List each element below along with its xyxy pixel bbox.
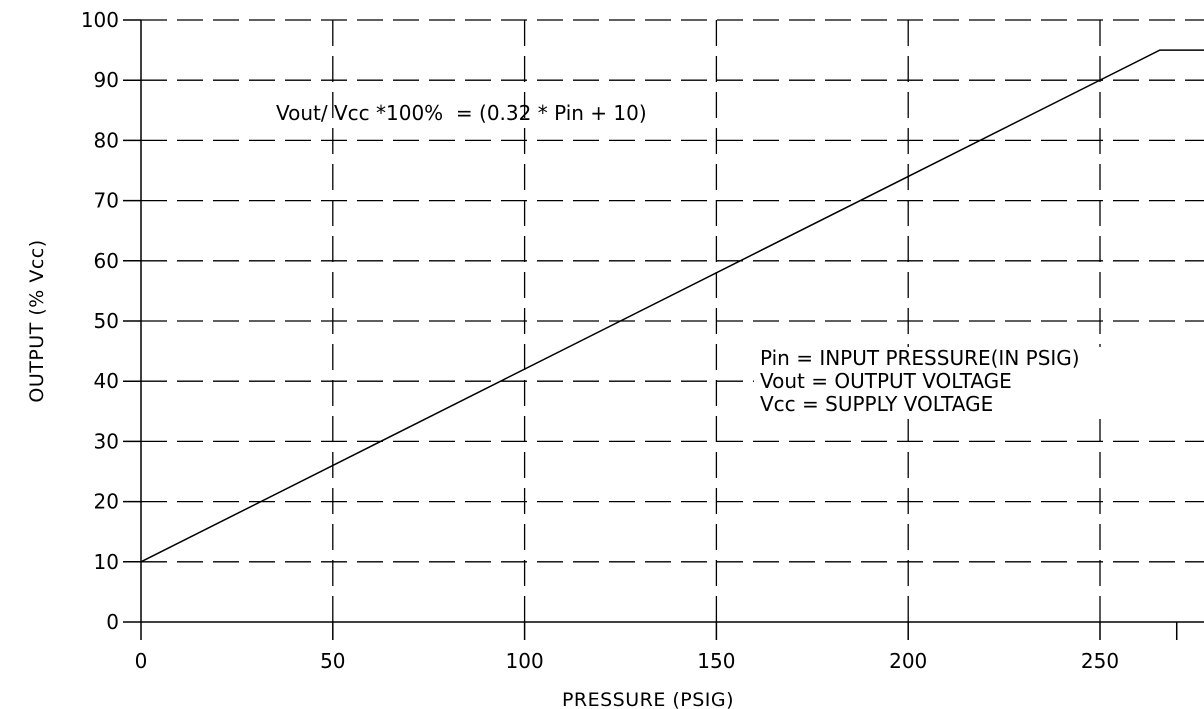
x-tick-label: 0 xyxy=(135,649,148,673)
legend-vout: Vout = OUTPUT VOLTAGE xyxy=(760,369,1012,393)
y-tick-label: 100 xyxy=(81,8,119,32)
x-tick-label: 100 xyxy=(506,649,544,673)
x-tick-label: 50 xyxy=(320,649,345,673)
ticks: 0 10 20 30 40 50 60 70 80 90 100 0 50 100 150 200 250 xyxy=(81,8,1178,673)
x-axis-label: PRESSURE (PSIG) xyxy=(562,689,734,709)
y-tick-label: 70 xyxy=(94,189,119,213)
x-tick-label: 200 xyxy=(889,649,927,673)
y-tick-label: 0 xyxy=(106,610,119,634)
y-tick-label: 50 xyxy=(94,309,119,333)
series-line xyxy=(140,49,1204,563)
x-tick-label: 150 xyxy=(697,649,735,673)
y-tick-label: 10 xyxy=(94,550,119,574)
x-tick-label: 250 xyxy=(1081,649,1119,673)
y-axis-label: OUTPUT (% Vcc) xyxy=(26,239,48,402)
legend-pin: Pin = INPUT PRESSURE(IN PSIG) xyxy=(760,346,1080,370)
y-tick-label: 60 xyxy=(94,249,119,273)
y-tick-label: 40 xyxy=(94,369,119,393)
series xyxy=(140,49,1204,563)
y-tick-label: 30 xyxy=(94,429,119,453)
y-tick-label: 90 xyxy=(94,68,119,92)
formula-annotation: Vout/ Vcc *100% = (0.32 * Pin + 10) xyxy=(276,101,647,125)
y-tick-label: 20 xyxy=(94,490,119,514)
y-tick-label: 80 xyxy=(94,128,119,152)
legend-vcc: Vcc = SUPPLY VOLTAGE xyxy=(760,392,993,416)
legend-background xyxy=(754,347,1204,419)
